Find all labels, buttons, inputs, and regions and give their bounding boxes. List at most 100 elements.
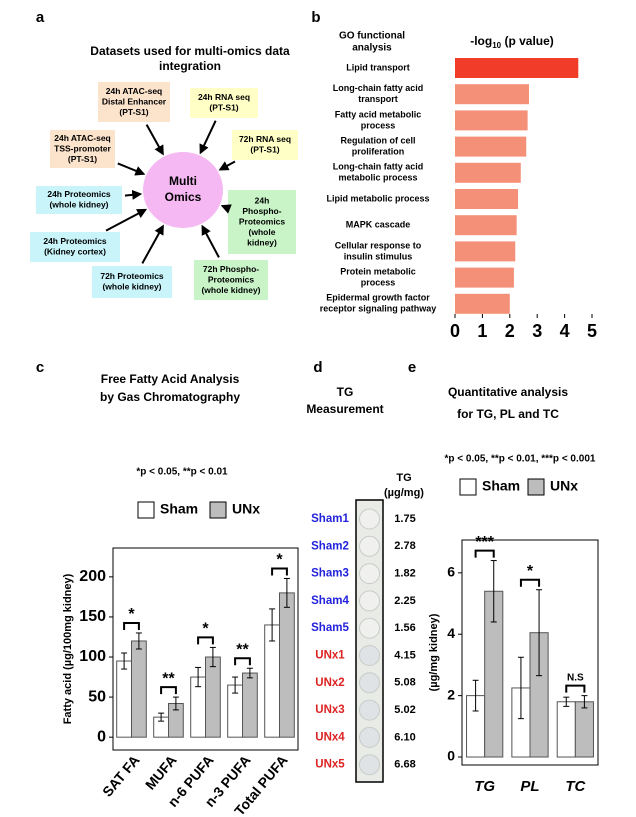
well [359,590,380,612]
significance-bracket [160,686,177,695]
bar [455,241,516,262]
arrow [199,120,217,155]
x-tick-label: TG [474,778,495,795]
panel-letter: c [36,359,44,376]
x-tick-label: PL [520,778,539,795]
bar [455,267,514,288]
dataset-box [228,190,296,254]
dataset-box [98,82,170,122]
bar [455,215,517,236]
significance-bracket [474,549,495,558]
dataset-label: 24h ATAC-seq [106,86,163,96]
category-label: Fatty acid metabolic [335,109,422,119]
category-label: Long-chain fatty acid [333,83,424,93]
legend-label: UNx [550,478,578,494]
well [359,535,380,557]
tg-value: 2.25 [394,595,415,607]
well [359,754,380,776]
significance-bracket [197,636,214,645]
panel-letter: a [36,9,45,26]
arrow [117,162,146,176]
significance-label: N.S [567,672,584,683]
panel-title: TG [337,385,354,399]
dataset-label: (Kidney cortex) [44,247,106,257]
sample-label: UNx2 [315,677,344,689]
panel-title: analysis [352,43,392,54]
significance-bracket [565,684,586,693]
tg-value: 1.56 [394,622,415,634]
x-tick-label: 3 [532,321,542,341]
category-label: proliferation [352,146,405,156]
dataset-label: (PT-S1) [119,107,148,117]
y-tick-label: 4 [447,625,455,641]
panel-title: Quantitative analysis [448,385,568,399]
bar [131,640,147,738]
legend-label: UNx [232,501,260,517]
bar [455,84,529,105]
dataset-label: (PT-S1) [250,145,279,155]
category-label: MAPK cascade [346,220,411,230]
x-tick-label: SAT FA [99,752,143,800]
category-label: receptor signaling pathway [320,304,437,314]
significance-label: *** [475,534,494,551]
dataset-label: 24h Proteomics [47,189,111,199]
panel-title: integration [159,59,221,73]
sample-label: UNx4 [315,731,345,743]
bar [116,660,132,738]
significance-bracket [519,578,541,587]
dataset-box [232,130,298,160]
tg-value: 6.68 [394,759,415,771]
dataset-label: Distal Enhancer [102,96,167,106]
panel-letter: d [313,359,322,376]
p-value-note: *p < 0.05, **p < 0.01 [136,467,228,478]
y-axis-title: (µg/mg kidney) [428,613,440,691]
sample-label: Sham2 [311,540,349,552]
x-tick-label: 4 [560,321,570,341]
significance-label: * [202,621,209,638]
dataset-label: Proteomics [239,216,286,226]
arrow [105,208,148,232]
arrow [201,224,220,258]
dataset-label: 72h Phospho- [203,264,259,274]
arrow [220,204,232,214]
legend-label: Sham [160,501,198,517]
well [359,508,380,530]
tg-value: 2.78 [394,540,415,552]
significance-label: ** [236,641,249,658]
legend-swatch [527,478,545,496]
y-tick-label: 2 [447,686,455,702]
bar [455,110,528,131]
bar [279,592,295,738]
arrow [141,224,164,264]
legend-swatch [459,478,477,496]
center-label: Multi [169,174,197,188]
legend-swatch [137,501,155,519]
p-value-note: *p < 0.05, **p < 0.01, ***p < 0.001 [445,454,596,465]
panel-title: GO functional [339,31,405,42]
dataset-label: 72h RNA seq [239,134,291,144]
x-axis-title-part: -log [470,34,492,48]
bar [242,672,258,738]
dataset-box [92,266,172,298]
panel-title: Datasets used for multi-omics data [90,44,290,58]
significance-label: ** [162,670,175,687]
tg-value: 4.15 [394,649,415,661]
bar [455,58,579,78]
category-label: Epidermal growth factor [326,293,430,303]
dataset-label: Proteomics [208,274,255,284]
x-tick-label: MUFA [142,752,180,793]
dataset-label: 24h Proteomics [43,236,107,246]
panel-title: Measurement [306,402,383,416]
bar [205,656,221,738]
dataset-label: 24h RNA seq [198,92,250,102]
column-header: (µg/mg) [384,487,424,499]
y-tick-label: 6 [447,564,455,580]
bar [455,293,510,314]
dataset-box [50,130,115,168]
x-tick-label: TC [565,778,586,795]
bar [556,701,576,758]
panel-title: Free Fatty Acid Analysis [101,372,240,386]
dataset-label: (whole [249,227,276,237]
sample-label: UNx5 [315,759,345,771]
significance-label: * [128,606,135,623]
